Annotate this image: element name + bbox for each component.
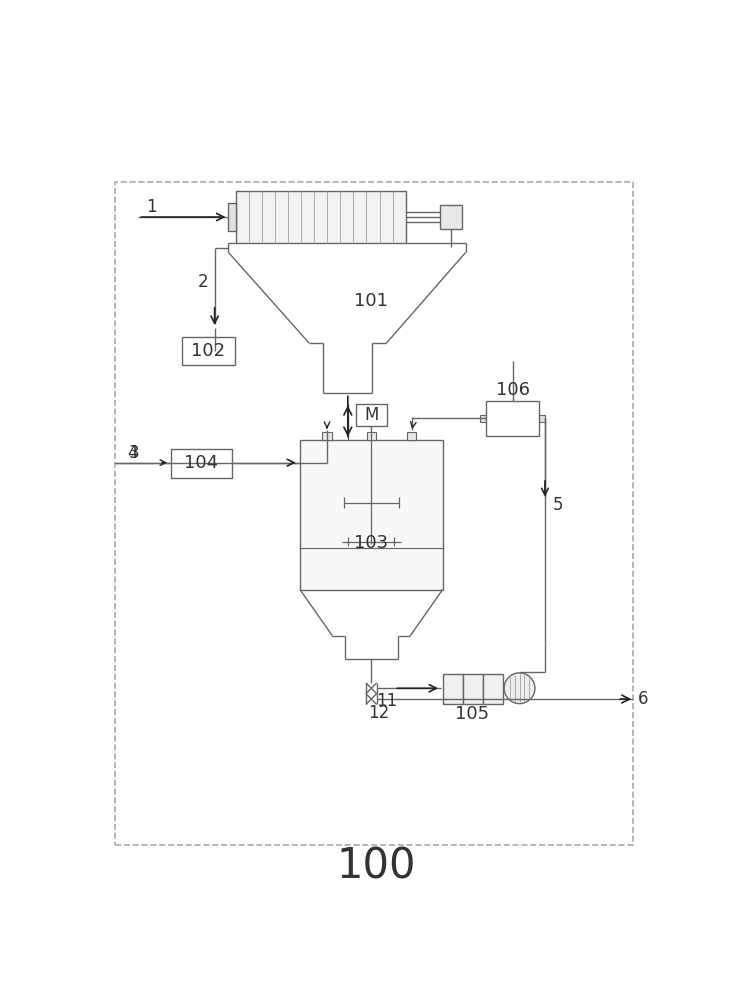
Text: 6: 6 bbox=[638, 690, 649, 708]
Text: 11: 11 bbox=[376, 692, 398, 710]
Bar bbox=[487, 401, 539, 436]
Text: 2: 2 bbox=[198, 273, 209, 291]
Text: 101: 101 bbox=[354, 292, 388, 310]
Bar bbox=[483, 674, 503, 704]
Text: 5: 5 bbox=[553, 496, 563, 514]
Text: 100: 100 bbox=[337, 846, 416, 888]
Bar bbox=[115, 182, 633, 845]
Text: 3: 3 bbox=[129, 444, 140, 462]
Text: 104: 104 bbox=[184, 454, 218, 472]
Bar bbox=[356, 404, 387, 426]
Text: 103: 103 bbox=[354, 534, 388, 552]
Text: 106: 106 bbox=[495, 381, 530, 399]
Text: 1: 1 bbox=[146, 198, 157, 216]
Text: M: M bbox=[364, 406, 379, 424]
Bar bbox=[367, 432, 376, 440]
Text: 12: 12 bbox=[368, 704, 390, 722]
Bar bbox=[539, 415, 545, 422]
Bar bbox=[229, 203, 236, 231]
Bar bbox=[440, 205, 462, 229]
Text: 4: 4 bbox=[127, 444, 137, 462]
Bar bbox=[462, 674, 483, 704]
Bar bbox=[300, 440, 442, 590]
Text: 105: 105 bbox=[456, 705, 490, 723]
Circle shape bbox=[504, 673, 535, 704]
Bar bbox=[407, 432, 416, 440]
Bar bbox=[236, 191, 406, 243]
Bar bbox=[442, 674, 462, 704]
Bar bbox=[323, 432, 331, 440]
Bar bbox=[171, 449, 232, 478]
Bar bbox=[182, 337, 234, 365]
Bar bbox=[480, 415, 487, 422]
Text: 102: 102 bbox=[191, 342, 226, 360]
